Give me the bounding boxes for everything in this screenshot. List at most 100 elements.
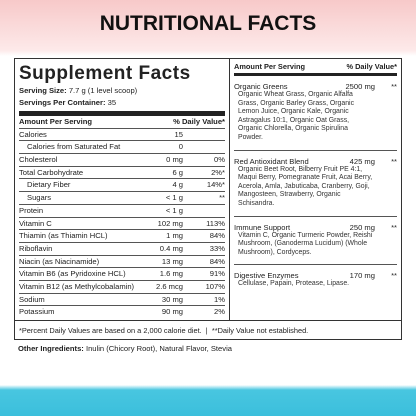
daily-value: 84% bbox=[209, 256, 225, 266]
dv-header: % Daily Value* bbox=[346, 62, 397, 71]
blend-name: Immune Support bbox=[234, 222, 291, 232]
facts-title: Supplement Facts bbox=[19, 63, 191, 84]
fact-row: Cholesterol 0 mg 0% bbox=[19, 153, 225, 166]
fact-row: Sugars < 1 g ** bbox=[19, 191, 225, 204]
blend-name: Organic Greens bbox=[234, 82, 288, 91]
nutrient: Calories from Saturated Fat bbox=[27, 142, 121, 152]
amount: 90 mg bbox=[161, 307, 183, 317]
amount: 1 mg bbox=[166, 231, 183, 241]
nutrient: Thiamin (as Thiamin HCL) bbox=[19, 231, 108, 241]
daily-value: 113% bbox=[206, 218, 225, 228]
amount: 0.4 mg bbox=[159, 243, 183, 253]
daily-value: 0% bbox=[214, 155, 225, 165]
daily-value bbox=[183, 205, 225, 217]
nutrient: Vitamin C bbox=[19, 218, 52, 228]
amount: 0 mg bbox=[166, 155, 183, 165]
amount: 15 bbox=[174, 129, 183, 139]
nutrient: Vitamin B6 (as Pyridoxine HCL) bbox=[19, 269, 126, 279]
blend-name: Digestive Enzymes bbox=[234, 271, 299, 281]
daily-value: 2% bbox=[214, 307, 225, 317]
fact-row: Calories from Saturated Fat 0 bbox=[19, 140, 225, 153]
divider bbox=[19, 111, 225, 116]
amount-header: Amount Per Serving bbox=[19, 117, 92, 126]
daily-value: 84% bbox=[209, 231, 225, 241]
daily-value: 1% bbox=[214, 294, 225, 304]
facts-column: Supplement Facts Serving Size: 7.7 g (1 … bbox=[15, 59, 230, 320]
fact-row: Sodium 30 mg 1% bbox=[19, 292, 225, 306]
blend-header: Amount Per Serving % Daily Value* bbox=[234, 62, 397, 76]
amount: < 1 g bbox=[165, 205, 183, 215]
amount: 4 g bbox=[172, 180, 183, 190]
amount: 6 g bbox=[172, 167, 183, 177]
blend-line: Red Antioxidant Blend 425 mg ** bbox=[234, 157, 397, 166]
nutrient: Riboflavin bbox=[19, 243, 53, 253]
column-header: Amount Per Serving % Daily Value* bbox=[19, 116, 225, 128]
serving-size: Serving Size: 7.7 g (1 level scoop) bbox=[19, 85, 225, 97]
nutrient: Cholesterol bbox=[19, 155, 58, 165]
blends: Organic Greens 2500 mg ** Organic Wheat Gra… bbox=[234, 82, 397, 289]
blend-line: Immune Support 250 mg ** bbox=[234, 223, 397, 232]
nutrient: Sodium bbox=[19, 294, 45, 304]
daily-value: ** bbox=[391, 156, 397, 166]
fact-row: Dietary Fiber 4 g 14%* bbox=[19, 178, 225, 191]
label: Serving Size: bbox=[19, 86, 67, 95]
blend-column: Amount Per Serving % Daily Value* Organic… bbox=[230, 59, 401, 320]
fact-row: Calories 15 bbox=[19, 127, 225, 141]
nutrient: Dietary Fiber bbox=[27, 180, 71, 190]
ingredients: Cellulase, Papain, Protease, Lipase. bbox=[238, 280, 350, 288]
value: 7.7 g (1 level scoop) bbox=[68, 86, 138, 95]
amount: 250 mg bbox=[349, 222, 375, 232]
daily-value: 2%* bbox=[211, 167, 225, 177]
nutrient: Calories bbox=[19, 129, 47, 139]
daily-value: ** bbox=[219, 193, 225, 203]
fact-row: Vitamin C 102 mg 113% bbox=[19, 216, 225, 230]
divider bbox=[234, 149, 397, 151]
nutrient: Total Carbohydrate bbox=[19, 167, 84, 177]
blend-line: Digestive Enzymes 170 mg ** bbox=[234, 271, 397, 280]
daily-value: ** bbox=[391, 271, 397, 281]
fact-row: Total Carbohydrate 6 g 2%* bbox=[19, 165, 225, 179]
daily-value bbox=[183, 141, 225, 153]
other-ingredients: Other Ingredients: Inulin (Chicory Root)… bbox=[18, 344, 232, 353]
divider bbox=[234, 264, 397, 266]
daily-value: 33% bbox=[209, 243, 225, 253]
amount: 1.6 mg bbox=[159, 269, 183, 279]
fact-row: Thiamin (as Thiamin HCL) 1 mg 84% bbox=[19, 229, 225, 242]
footnote: *Percent Daily Values are based on a 2,0… bbox=[15, 320, 401, 339]
amount: 13 mg bbox=[161, 256, 183, 266]
amount: < 1 g bbox=[165, 193, 183, 203]
fact-row: Vitamin B12 (as Methylcobalamin) 2.6 mcg 1… bbox=[19, 279, 225, 293]
label: Servings Per Container: bbox=[19, 98, 106, 107]
daily-value: ** bbox=[391, 82, 397, 91]
fact-row: Niacin (as Niacinamide) 13 mg 84% bbox=[19, 254, 225, 268]
amount: 0 bbox=[178, 142, 183, 152]
value: 35 bbox=[107, 98, 117, 107]
daily-value: ** bbox=[391, 222, 397, 232]
daily-value: 14%* bbox=[206, 180, 225, 190]
nutrient: Niacin (as Niacinamide) bbox=[19, 256, 100, 266]
amount: 170 mg bbox=[349, 271, 375, 281]
blend-name: Red Antioxidant Blend bbox=[234, 156, 309, 166]
nutrient: Protein bbox=[19, 205, 44, 215]
fact-row: Protein < 1 g bbox=[19, 203, 225, 217]
blend: Organic Greens 2500 mg ** Organic Wheat Gra… bbox=[234, 82, 397, 143]
blend-line: Organic Greens 2500 mg ** bbox=[234, 82, 397, 91]
ingredients: Organic Wheat Grass, Organic Alfalfa Gra… bbox=[238, 91, 355, 141]
ingredients: Vitamin C, Organic Turmeric Powder, Reis… bbox=[238, 231, 373, 256]
page-title: NUTRITIONAL FACTS bbox=[99, 12, 317, 35]
daily-value bbox=[183, 129, 225, 141]
nutrient: Potassium bbox=[19, 307, 55, 317]
divider bbox=[234, 215, 397, 217]
daily-value: 107% bbox=[205, 281, 225, 291]
nutrient: Sugars bbox=[27, 193, 52, 203]
fact-row: Potassium 90 mg 2% bbox=[19, 305, 225, 318]
nutrient: Vitamin B12 (as Methylcobalamin) bbox=[19, 281, 135, 291]
amount: 2500 mg bbox=[345, 82, 375, 91]
ingredients: Organic Beet Root, Bilberry Fruit PE 4:1… bbox=[238, 165, 373, 207]
amount: 425 mg bbox=[349, 156, 375, 166]
label: Other Ingredients: bbox=[18, 344, 84, 353]
rows: Calories 15 Calories from Saturated Fat 0 Ch… bbox=[19, 127, 225, 318]
amount: 30 mg bbox=[161, 294, 183, 304]
servings: Servings Per Container: 35 bbox=[19, 97, 225, 109]
